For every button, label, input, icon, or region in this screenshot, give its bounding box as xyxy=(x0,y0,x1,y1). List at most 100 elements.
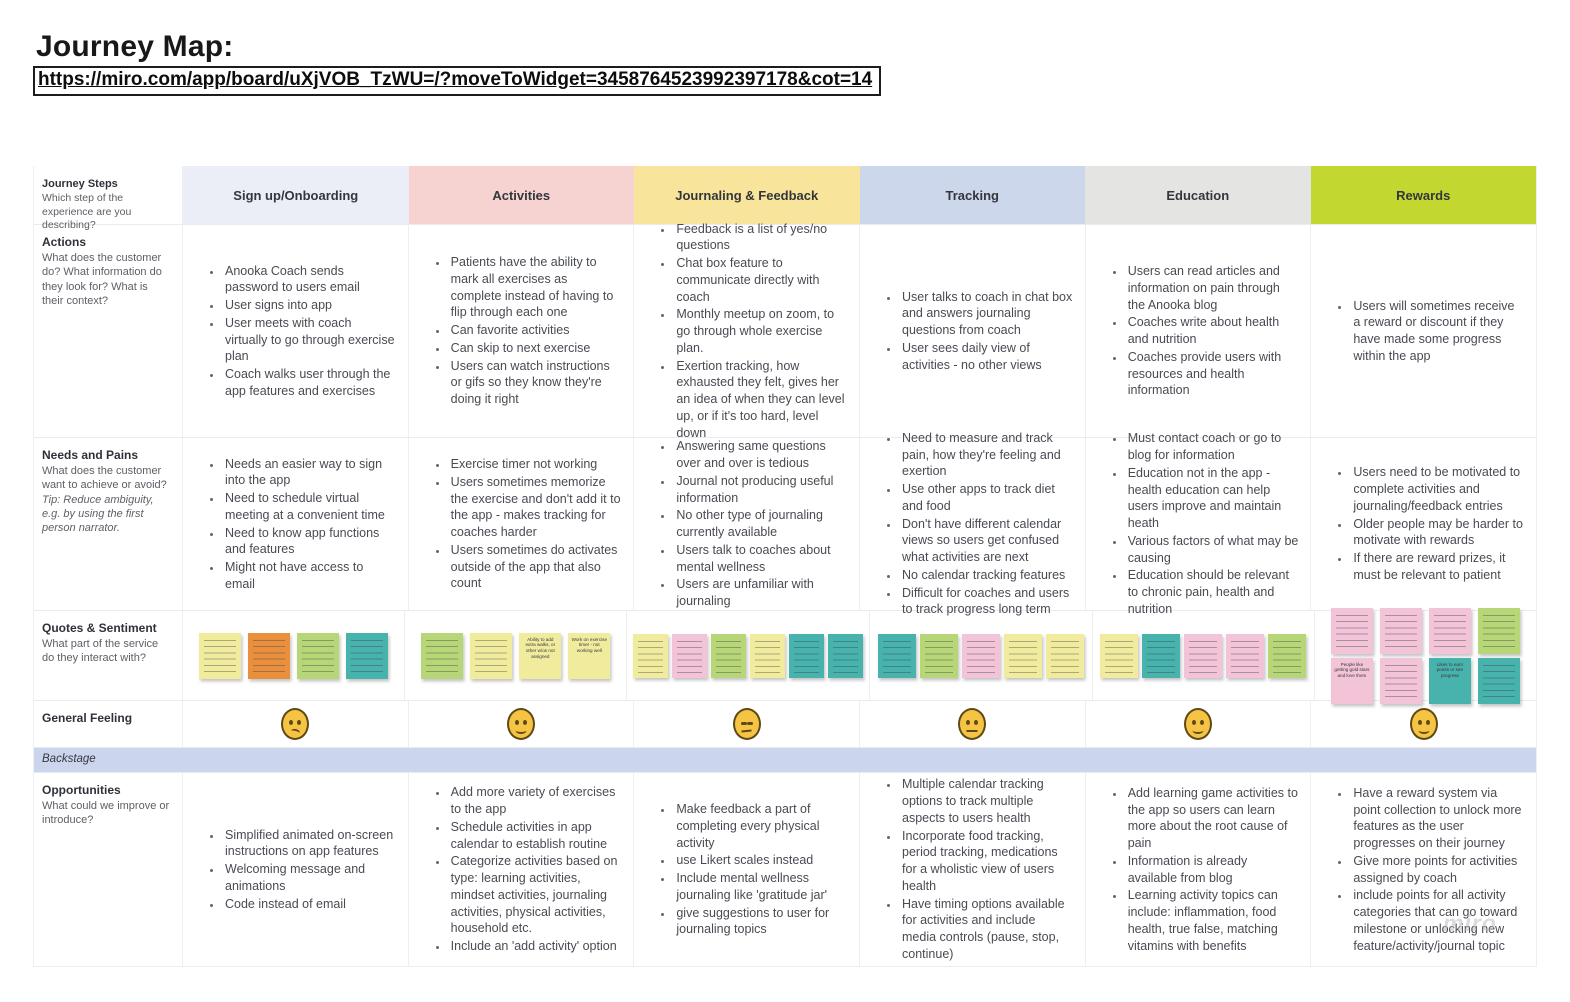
bullet-item: Users sometimes memorize the exercise an… xyxy=(448,474,622,541)
row-label-journey-steps: Journey Steps Which step of the experien… xyxy=(34,166,183,231)
emoji-eye xyxy=(740,722,747,725)
sticky-note-scribble-text xyxy=(1482,662,1515,701)
sticky-note[interactable] xyxy=(789,633,825,678)
sticky-note[interactable] xyxy=(346,632,389,679)
sticky-note[interactable] xyxy=(199,632,242,679)
row-label-quotes: Quotes & Sentiment What part of the serv… xyxy=(34,611,183,700)
bullet-item: Make feedback a part of completing every… xyxy=(673,801,847,851)
sticky-note[interactable] xyxy=(962,633,1000,678)
sticky-note[interactable]: Ability to add extra walks, or other w/o… xyxy=(519,632,562,679)
sticky-note[interactable] xyxy=(1046,633,1084,678)
miro-board-link[interactable]: https://miro.com/app/board/uXjVOB_TzWU=/… xyxy=(33,66,882,96)
sticky-note[interactable] xyxy=(828,633,864,678)
bullet-item: Have timing options available for activi… xyxy=(899,896,1073,963)
sticky-note-scribble-text xyxy=(253,637,286,676)
row-label-title: Quotes & Sentiment xyxy=(42,621,157,635)
sticky-note[interactable] xyxy=(878,633,916,678)
sticky-note[interactable] xyxy=(711,633,747,678)
slightly-smiling-face-icon xyxy=(507,708,535,740)
sticky-note-scribble-text xyxy=(426,637,459,676)
sticky-note-scribble-text xyxy=(1384,612,1417,651)
bullet-item: Give more points for activities assigned… xyxy=(1350,853,1524,887)
sticky-note[interactable] xyxy=(1100,633,1139,678)
sticky-note[interactable] xyxy=(421,632,464,679)
row-label-title: Journey Steps xyxy=(42,178,118,190)
opportunities-cell-tracking: Multiple calendar tracking options to tr… xyxy=(859,773,1085,966)
bullet-item: Might not have access to email xyxy=(222,559,396,593)
column-header-education[interactable]: Education xyxy=(1085,166,1311,224)
bullet-item: User meets with coach virtually to go th… xyxy=(222,315,396,365)
feeling-cell-tracking xyxy=(859,701,1085,747)
bullet-item: use Likert scales instead xyxy=(673,852,847,869)
bullet-item: Feedback is a list of yes/no questions xyxy=(673,221,847,255)
sticky-note-scribble-text xyxy=(833,638,859,675)
sticky-note[interactable] xyxy=(672,633,708,678)
quotes-cells: Ability to add extra walks, or other w/o… xyxy=(183,607,1536,704)
sticky-note[interactable] xyxy=(470,632,513,679)
bullet-item: Journal not producing useful information xyxy=(673,473,847,507)
column-header-tracking[interactable]: Tracking xyxy=(859,166,1085,224)
feeling-cell-activities xyxy=(407,701,634,747)
sticky-note[interactable] xyxy=(633,633,669,678)
bullet-item: Coaches write about health and nutrition xyxy=(1125,314,1299,348)
sticky-row xyxy=(1100,633,1307,678)
quotes-cell-journaling xyxy=(626,611,869,700)
emoji-eye xyxy=(1192,720,1197,725)
quotes-sentiment-row: Quotes & Sentiment What part of the serv… xyxy=(34,607,1536,704)
bullet-item: Coaches provide users with resources and… xyxy=(1125,349,1299,399)
sticky-note[interactable] xyxy=(248,632,291,679)
emoji-eye xyxy=(523,720,527,725)
sticky-row xyxy=(199,632,389,679)
sticky-note[interactable] xyxy=(1184,633,1223,678)
needs-cell-journaling: Answering same questions over and over i… xyxy=(633,438,859,610)
bullet-item: Simplified animated on-screen instructio… xyxy=(222,827,396,861)
bullet-item: Users sometimes do activates outside of … xyxy=(448,542,622,592)
sticky-note[interactable] xyxy=(1268,633,1307,678)
sticky-note-scribble-text xyxy=(1231,638,1260,675)
sticky-note-scribble-text xyxy=(1384,662,1417,701)
column-header-journaling[interactable]: Journaling & Feedback xyxy=(634,166,860,224)
sticky-note-scribble-text xyxy=(1482,612,1515,651)
needs-list-rewards: Users need to be motivated to complete a… xyxy=(1335,463,1524,584)
sticky-note-scribble-text xyxy=(1051,638,1079,675)
sticky-note[interactable] xyxy=(1477,657,1520,704)
sticky-note[interactable]: Work on exercise timer - not working wel… xyxy=(568,632,611,679)
emoji-mouth xyxy=(290,727,301,736)
sticky-note-scribble-text xyxy=(716,638,742,675)
row-label-desc: Which step of the experience are you des… xyxy=(42,192,132,232)
sticky-note[interactable] xyxy=(1379,607,1422,654)
sticky-note[interactable] xyxy=(750,633,786,678)
sticky-note[interactable]: Likes to earn points or see progress xyxy=(1428,657,1471,704)
sticky-note-scribble-text xyxy=(1189,638,1218,675)
sticky-note-scribble-text xyxy=(925,638,953,675)
column-header-activities[interactable]: Activities xyxy=(408,166,634,224)
opportunities-cell-rewards: Have a reward system via point collectio… xyxy=(1310,773,1536,966)
column-header-signup[interactable]: Sign up/Onboarding xyxy=(183,166,409,224)
bullet-item: Add more variety of exercises to the app xyxy=(448,784,622,818)
sticky-note[interactable] xyxy=(920,633,958,678)
bullet-item: Schedule activities in app calendar to e… xyxy=(448,819,622,853)
sticky-note[interactable] xyxy=(1142,633,1181,678)
sticky-note-scribble-text xyxy=(1433,612,1466,651)
sticky-note-scribble-text xyxy=(755,638,781,675)
column-header-rewards[interactable]: Rewards xyxy=(1310,166,1536,224)
sticky-note[interactable] xyxy=(1477,607,1520,654)
quotes-cell-rewards: People like getting gold stars and love … xyxy=(1313,607,1536,704)
actions-list-education: Users can read articles and information … xyxy=(1110,262,1299,400)
bullet-item: Information is already available from bl… xyxy=(1125,853,1299,887)
opportunities-cell-activities: Add more variety of exercises to the app… xyxy=(407,773,634,966)
sticky-note[interactable] xyxy=(1379,657,1422,704)
sticky-note[interactable] xyxy=(1004,633,1042,678)
sticky-note[interactable]: People like getting gold stars and love … xyxy=(1330,657,1373,704)
sticky-note[interactable] xyxy=(1226,633,1265,678)
sticky-note[interactable] xyxy=(297,632,340,679)
feeling-cell-education xyxy=(1084,701,1311,747)
sticky-note[interactable] xyxy=(1428,607,1471,654)
bullet-item: Can favorite activities xyxy=(448,322,622,339)
sticky-note-scribble-text xyxy=(638,638,664,675)
sticky-note[interactable] xyxy=(1330,607,1373,654)
sticky-note-scribble-text xyxy=(677,638,703,675)
row-label-desc: What does the customer do? What informat… xyxy=(42,252,162,307)
feeling-cell-journaling xyxy=(633,701,859,747)
